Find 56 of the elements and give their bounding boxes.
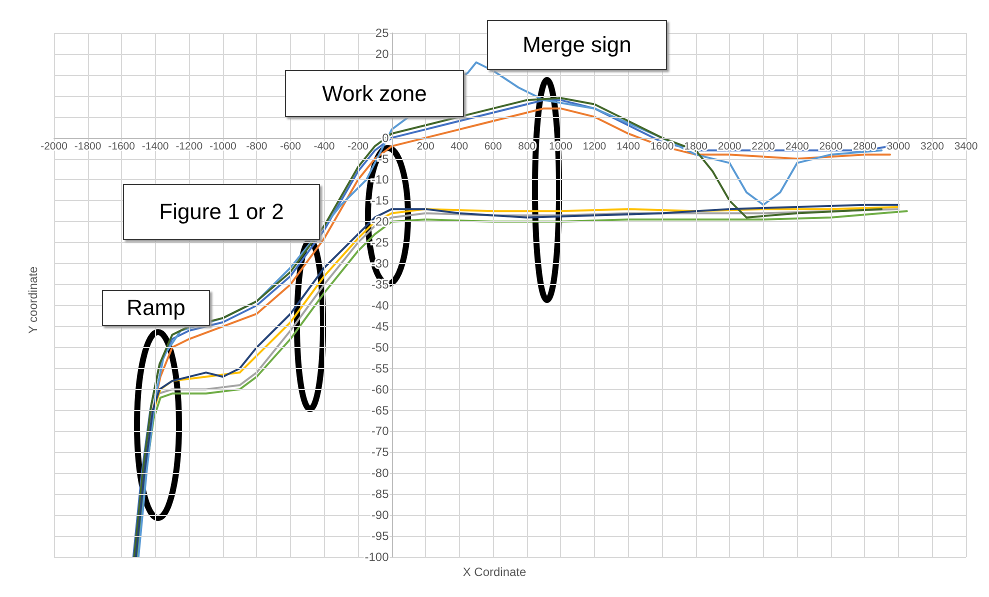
x-tick-label: 3000 [886, 140, 910, 152]
annotation: Merge sign [522, 32, 632, 58]
callout-box: Figure 1 or 2 [123, 184, 320, 240]
y-tick-label: -80 [371, 466, 390, 480]
x-tick-label: 2000 [718, 140, 742, 152]
x-tick-label: 2600 [819, 140, 843, 152]
x-tick-label: 2800 [852, 140, 877, 152]
callout-box: Ramp [102, 290, 210, 326]
annotation: Work zone [322, 80, 427, 106]
y-tick-label: -25 [371, 236, 390, 250]
x-tick-label: -1200 [176, 140, 203, 152]
x-tick-label: -1600 [108, 140, 136, 152]
x-tick-label: -1800 [74, 140, 102, 152]
y-tick-label: -85 [371, 487, 390, 502]
y-tick-label: -50 [371, 340, 390, 354]
x-tick-label: 1200 [582, 140, 606, 152]
x-axis-title: X Cordinate [462, 565, 527, 579]
x-tick-label: 600 [484, 140, 502, 152]
x-tick-label: -1000 [209, 140, 236, 152]
x-tick-label: 2200 [752, 140, 776, 152]
y-tick-label: 25 [375, 26, 390, 40]
y-tick-label: -15 [371, 194, 390, 208]
callout-box: Merge sign [487, 20, 667, 70]
callout-box: Work zone [285, 70, 464, 117]
y-tick-label: -5 [378, 152, 390, 166]
x-tick-label: -1400 [142, 140, 169, 152]
x-tick-label: 3200 [920, 140, 944, 152]
x-tick-label: -2000 [40, 140, 68, 152]
y-tick-label: 0 [382, 130, 390, 145]
y-tick-label: -65 [371, 403, 390, 418]
y-tick-label: -95 [371, 529, 390, 544]
x-tick-label: -600 [280, 140, 302, 152]
x-tick-label: -200 [347, 140, 369, 152]
y-axis-title: Y coordinate [26, 266, 40, 334]
annotation: Figure 1 or 2 [159, 199, 284, 225]
y-tick-label: -55 [371, 361, 390, 376]
y-tick-label: -45 [371, 319, 390, 334]
x-tick-label: 3400 [954, 140, 978, 152]
y-tick-label: -30 [371, 256, 390, 271]
y-tick-label: -35 [371, 278, 390, 292]
y-tick-label: -75 [371, 445, 390, 460]
y-tick-label: -40 [371, 298, 390, 312]
x-tick-label: -400 [314, 140, 335, 152]
y-tick-label: -90 [371, 508, 390, 522]
y-tick-label: -60 [371, 382, 390, 396]
x-tick-label: 200 [416, 140, 434, 152]
x-tick-label: 2400 [785, 140, 809, 152]
x-tick-label: 1800 [684, 140, 708, 152]
x-tick-label: 400 [450, 140, 468, 152]
y-tick-label: 20 [375, 46, 390, 61]
y-tick-label: -100 [364, 550, 390, 564]
y-tick-label: -10 [371, 172, 390, 187]
annotation: Ramp [126, 295, 186, 321]
y-tick-label: -70 [371, 424, 390, 438]
x-tick-label: -800 [246, 140, 268, 152]
x-tick-label: 1400 [616, 140, 640, 152]
